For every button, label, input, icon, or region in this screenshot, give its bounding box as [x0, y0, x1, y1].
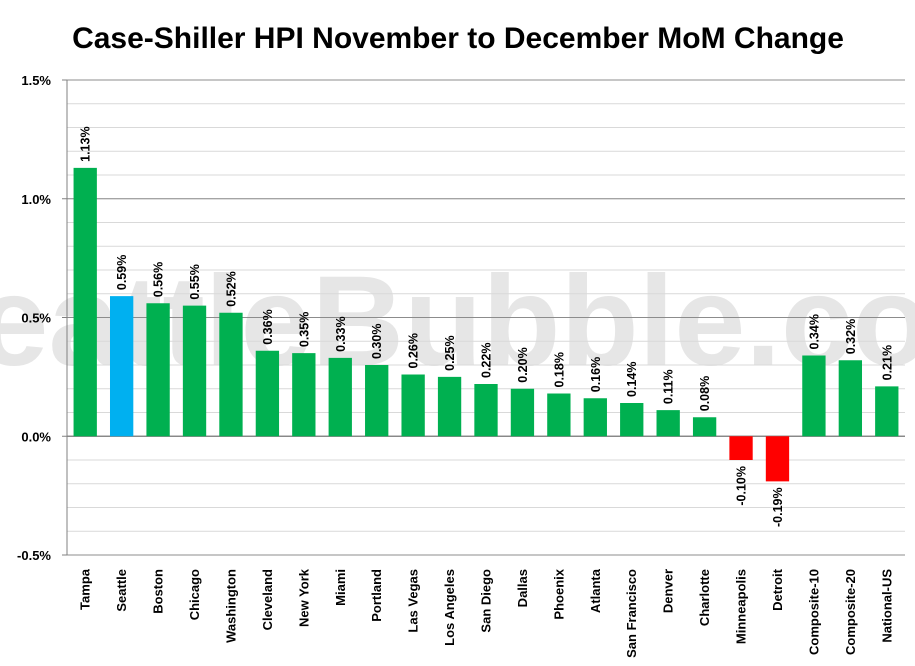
x-tick-label: Chicago — [187, 569, 202, 620]
data-label: 0.33% — [334, 316, 348, 351]
data-label: 0.32% — [844, 319, 858, 354]
bar — [547, 393, 571, 437]
data-label: 0.08% — [698, 376, 712, 411]
x-tick-label: San Diego — [479, 569, 494, 633]
data-label: 0.52% — [224, 271, 238, 306]
bar — [437, 376, 462, 437]
x-tick-label: Seattle — [114, 569, 129, 612]
y-tick-label: 1.5% — [21, 73, 51, 88]
x-tick-label: Dallas — [515, 569, 530, 607]
data-label: 0.55% — [188, 264, 202, 299]
data-label: 0.59% — [115, 255, 129, 290]
bar — [401, 374, 425, 437]
data-label: 0.26% — [407, 333, 421, 368]
x-tick-label: New York — [296, 568, 311, 627]
y-tick-label: 1.0% — [21, 192, 51, 207]
x-tick-label: Washington — [223, 569, 238, 643]
bar — [255, 350, 280, 437]
x-tick-label: Composite-20 — [843, 569, 858, 655]
x-tick-label: Composite-10 — [806, 569, 821, 655]
x-tick-label: Charlotte — [697, 569, 712, 626]
data-label: 0.25% — [443, 335, 457, 370]
y-tick-label: 0.0% — [21, 429, 51, 444]
y-tick-label: 0.5% — [21, 311, 51, 326]
x-tick-label: Detroit — [770, 568, 785, 611]
bar — [219, 312, 243, 437]
watermark: SeattleBubble.com — [0, 250, 915, 393]
x-tick-label: Las Vegas — [406, 569, 421, 633]
data-label: 1.13% — [79, 126, 93, 161]
bar — [73, 167, 97, 437]
x-tick-label: Phoenix — [551, 568, 566, 619]
data-label: 0.34% — [807, 314, 821, 349]
x-tick-label: National-US — [879, 569, 894, 643]
bar — [182, 305, 207, 437]
bar — [620, 403, 644, 437]
x-tick-label: San Francisco — [624, 569, 639, 658]
x-tick-label: Miami — [333, 569, 348, 606]
data-label: -0.19% — [771, 487, 785, 527]
data-labels: 1.13% 0.59% 0.56% 0.55% 0.52% 0.36% 0.35% 0.33%… — [79, 126, 895, 527]
data-label: 0.36% — [261, 309, 275, 344]
x-tick-label: Los Angeles — [442, 569, 457, 646]
data-label: 0.11% — [662, 369, 676, 404]
x-tick-label: Atlanta — [588, 568, 603, 613]
x-tick-label: Cleveland — [260, 569, 275, 630]
bars — [73, 167, 899, 482]
y-axis-ticks: -0.5% 0.0% 0.5% 1.0% 1.5% — [17, 73, 51, 563]
bar — [510, 388, 535, 437]
bar — [656, 410, 680, 437]
data-label: 0.35% — [297, 312, 311, 347]
data-label: 0.56% — [152, 262, 166, 297]
bar — [875, 386, 899, 437]
data-label: 0.16% — [589, 357, 603, 392]
x-tick-label: Boston — [151, 569, 166, 614]
x-axis-ticks: Tampa Seattle Boston Chicago Washington Cleve… — [78, 568, 895, 658]
bar — [583, 398, 607, 437]
bar — [109, 296, 134, 437]
chart-title: Case-Shiller HPI November to December Mo… — [72, 22, 844, 55]
x-tick-label: Tampa — [78, 568, 93, 610]
bar — [729, 436, 753, 460]
data-label: 0.22% — [480, 343, 494, 378]
bar — [474, 384, 498, 437]
y-tick-label: -0.5% — [17, 548, 51, 563]
x-tick-label: Minneapolis — [734, 569, 749, 644]
bar — [146, 303, 170, 437]
data-label: 0.20% — [516, 347, 530, 382]
data-label: 0.21% — [880, 345, 894, 380]
x-tick-label: Portland — [369, 569, 384, 622]
data-label: -0.10% — [735, 466, 749, 506]
bar — [802, 355, 826, 437]
bar — [838, 360, 863, 437]
bar — [365, 365, 389, 437]
data-label: 0.30% — [370, 324, 384, 359]
bar — [292, 353, 316, 437]
data-label: 0.14% — [625, 362, 639, 397]
x-tick-label: Denver — [661, 569, 676, 613]
bar — [692, 417, 717, 437]
bar — [765, 436, 790, 482]
data-label: 0.18% — [552, 352, 566, 387]
bar — [328, 357, 352, 437]
